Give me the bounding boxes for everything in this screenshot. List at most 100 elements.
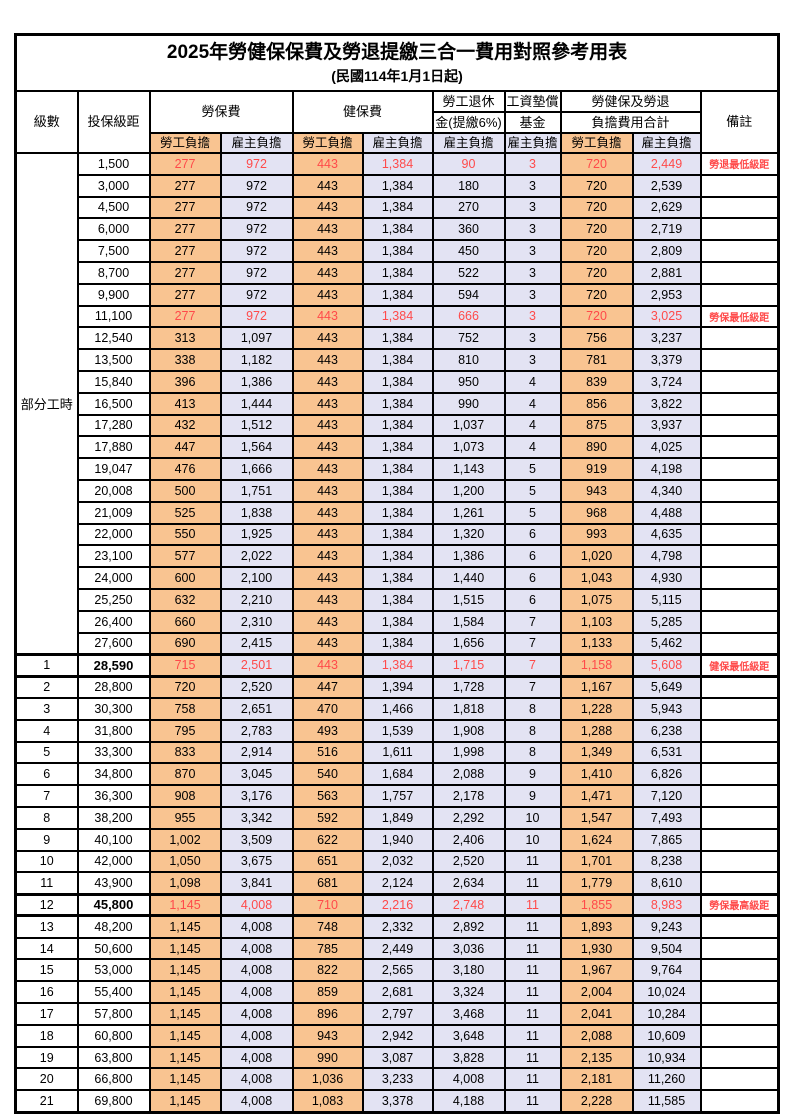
cell-health-er: 2,565 <box>361 958 434 983</box>
cell-labor-er: 2,310 <box>219 609 294 634</box>
cell-bracket: 23,100 <box>76 544 151 569</box>
cell-health-emp: 563 <box>291 784 364 808</box>
cell-health-emp: 1,083 <box>291 1089 364 1114</box>
cell-pension-er: 360 <box>431 217 506 242</box>
cell-total-emp: 856 <box>559 391 634 416</box>
cell-health-er: 1,940 <box>361 827 434 852</box>
cell-bracket: 50,600 <box>76 936 151 961</box>
cell-remark <box>699 587 780 612</box>
cell-health-emp: 470 <box>291 696 364 721</box>
cell-remark <box>699 566 780 590</box>
subheader-pension-employer: 雇主負擔 <box>431 132 506 154</box>
cell-labor-emp: 338 <box>148 348 222 372</box>
cell-bracket: 22,000 <box>76 522 151 547</box>
cell-wage-er: 9 <box>503 784 562 808</box>
cell-level: 7 <box>14 784 79 808</box>
cell-pension-er: 4,008 <box>431 1067 506 1092</box>
cell-remark <box>699 1089 780 1114</box>
cell-remark <box>699 1002 780 1026</box>
cell-health-emp: 1,036 <box>291 1067 364 1092</box>
cell-wage-er: 3 <box>503 282 562 307</box>
cell-health-er: 1,384 <box>361 304 434 329</box>
cell-health-emp: 822 <box>291 958 364 983</box>
cell-pension-er: 1,386 <box>431 544 506 569</box>
cell-health-er: 3,233 <box>361 1067 434 1092</box>
table-title-block: 2025年勞健保保費及勞退提繳三合一費用對照參考用表 (民國114年1月1日起) <box>14 33 780 92</box>
cell-pension-er: 2,406 <box>431 827 506 852</box>
cell-bracket: 40,100 <box>76 827 151 852</box>
cell-labor-er: 1,512 <box>219 413 294 438</box>
cell-total-emp: 781 <box>559 348 634 372</box>
cell-labor-emp: 795 <box>148 718 222 743</box>
cell-bracket: 9,900 <box>76 282 151 307</box>
cell-wage-er: 5 <box>503 500 562 525</box>
cell-labor-er: 4,008 <box>219 1089 294 1114</box>
cell-labor-emp: 476 <box>148 457 222 481</box>
cell-labor-er: 1,666 <box>219 457 294 481</box>
cell-total-er: 4,930 <box>631 566 702 590</box>
cell-pension-er: 2,292 <box>431 805 506 830</box>
header-total-line2: 負擔費用合計 <box>559 111 702 134</box>
cell-pension-er: 3,828 <box>431 1045 506 1070</box>
cell-labor-emp: 715 <box>148 652 222 678</box>
cell-labor-er: 2,210 <box>219 587 294 612</box>
cell-wage-er: 11 <box>503 958 562 983</box>
cell-labor-er: 4,008 <box>219 1023 294 1048</box>
cell-labor-emp: 908 <box>148 784 222 808</box>
cell-labor-emp: 277 <box>148 260 222 285</box>
cell-level: 19 <box>14 1045 79 1070</box>
cell-remark <box>699 718 780 743</box>
cell-wage-er: 7 <box>503 652 562 678</box>
cell-health-er: 2,216 <box>361 892 434 918</box>
cell-total-er: 2,629 <box>631 195 702 220</box>
cell-pension-er: 1,715 <box>431 652 506 678</box>
cell-pension-er: 180 <box>431 173 506 198</box>
table-row: 27,600 690 2,415 443 1,384 1,656 7 1,133 5,462 <box>16 631 780 656</box>
cell-labor-emp: 870 <box>148 762 222 787</box>
cell-pension-er: 1,818 <box>431 696 506 721</box>
cell-wage-er: 3 <box>503 326 562 351</box>
cell-wage-er: 11 <box>503 1023 562 1048</box>
cell-bracket: 17,880 <box>76 435 151 460</box>
cell-remark <box>699 805 780 830</box>
cell-bracket: 12,540 <box>76 326 151 351</box>
cell-health-er: 1,384 <box>361 631 434 656</box>
cell-total-er: 5,943 <box>631 696 702 721</box>
table-row: 21 69,800 1,145 4,008 1,083 3,378 4,188 11 2,228… <box>14 1089 780 1114</box>
cell-health-emp: 681 <box>291 871 364 896</box>
cell-wage-er: 10 <box>503 805 562 830</box>
cell-wage-er: 7 <box>503 675 562 699</box>
cell-bracket: 31,800 <box>76 718 151 743</box>
cell-total-er: 8,983 <box>631 892 702 918</box>
cell-wage-er: 11 <box>503 936 562 961</box>
cell-total-emp: 720 <box>559 152 634 176</box>
table-row: 7 36,300 908 3,176 563 1,757 2,178 9 1,471 7,120 <box>14 784 780 808</box>
cell-labor-emp: 1,145 <box>148 1067 222 1092</box>
cell-health-emp: 622 <box>291 827 364 852</box>
cell-pension-er: 752 <box>431 326 506 351</box>
cell-wage-er: 11 <box>503 1089 562 1114</box>
cell-total-emp: 1,288 <box>559 718 634 743</box>
cell-pension-er: 810 <box>431 348 506 372</box>
cell-pension-er: 1,143 <box>431 457 506 481</box>
cell-labor-er: 972 <box>219 260 294 285</box>
cell-total-er: 4,635 <box>631 522 702 547</box>
cell-level: 5 <box>14 740 79 765</box>
cell-wage-er: 6 <box>503 522 562 547</box>
cell-level: 20 <box>14 1067 79 1092</box>
cell-pension-er: 3,324 <box>431 980 506 1005</box>
table-row: 6 34,800 870 3,045 540 1,684 2,088 9 1,410 6,826 <box>14 762 780 787</box>
cell-bracket: 17,280 <box>76 413 151 438</box>
cell-health-er: 1,384 <box>361 522 434 547</box>
cell-wage-er: 4 <box>503 435 562 460</box>
cell-health-er: 1,384 <box>361 195 434 220</box>
cell-remark <box>699 173 780 198</box>
cell-wage-er: 6 <box>503 566 562 590</box>
cell-total-emp: 720 <box>559 217 634 242</box>
cell-level: 17 <box>14 1002 79 1026</box>
cell-labor-er: 1,444 <box>219 391 294 416</box>
cell-remark <box>699 260 780 285</box>
cell-wage-er: 11 <box>503 980 562 1005</box>
cell-labor-er: 1,182 <box>219 348 294 372</box>
